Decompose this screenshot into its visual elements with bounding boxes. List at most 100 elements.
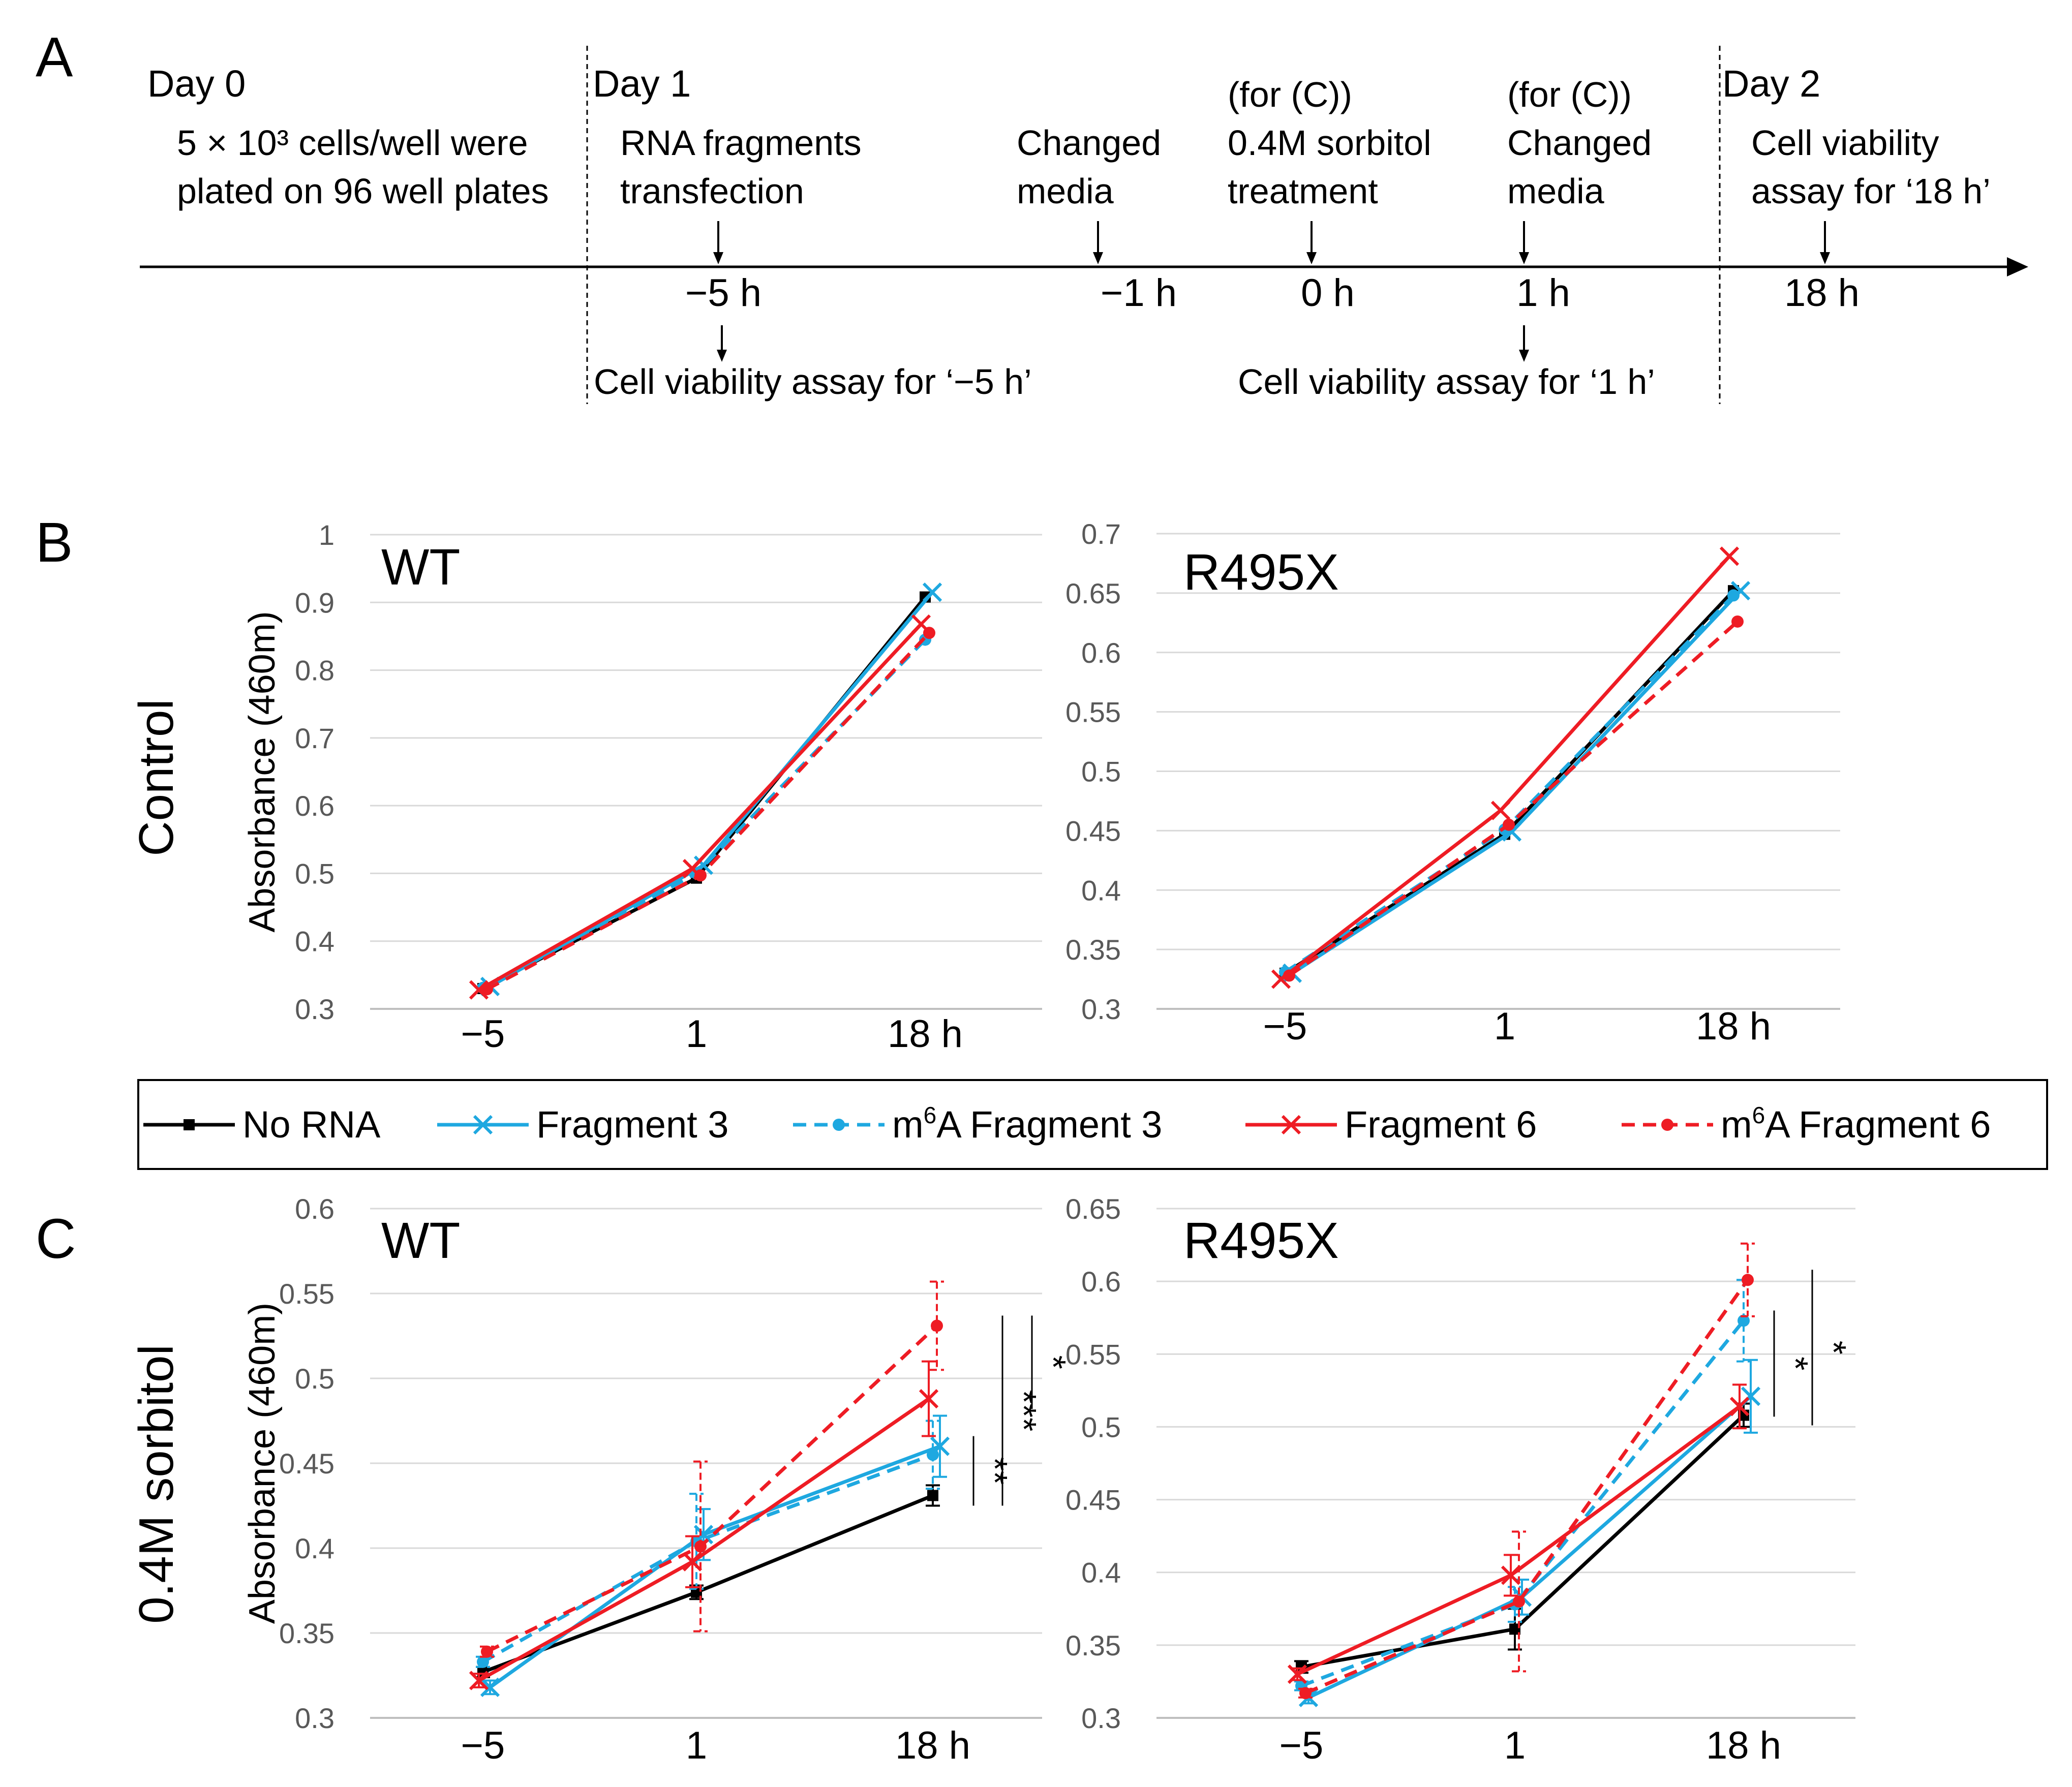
x-category-label: 18 h: [888, 1012, 963, 1056]
below-1-arrowhead: [1519, 350, 1529, 362]
legend: No RNA Fragment 3 m6A Fragment 3 Fragment 6…: [143, 1102, 1991, 1146]
event-2-arrowhead: [1306, 252, 1317, 264]
event-1-time: −1 h: [1101, 271, 1177, 315]
below-0-arrowhead: [717, 350, 727, 362]
x-category-label: −5: [461, 1012, 505, 1056]
event-0-time: −5 h: [685, 271, 761, 315]
y-tick-label: 0.55: [279, 1278, 334, 1310]
point-m6a_frag6: [923, 627, 935, 639]
y-tick-label: 0.55: [1065, 696, 1121, 728]
point-m6a_frag6: [1513, 1595, 1525, 1608]
event-0-line-0: RNA fragments: [620, 123, 862, 163]
point-m6a_frag6: [1742, 1274, 1754, 1286]
point-m6a_frag3: [477, 1655, 489, 1668]
point-m6a_frag6: [694, 869, 707, 882]
event-0-arrowhead: [713, 252, 723, 264]
x-category-label: 1: [686, 1012, 707, 1056]
y-tick-label: 0.6: [1081, 637, 1121, 669]
series-line-no_rna: [1284, 589, 1735, 975]
point-m6a_frag6: [1503, 818, 1515, 831]
series-line-frag3: [1291, 589, 1742, 975]
point-frag3: [480, 1677, 500, 1698]
row-label-control: Control: [129, 699, 184, 856]
event-4-arrowhead: [1820, 252, 1830, 264]
panel-a-label: A: [36, 26, 73, 88]
x-category-label: −5: [461, 1724, 505, 1767]
legend-no_rna-label: No RNA: [242, 1103, 381, 1146]
chart-title: WT: [381, 539, 460, 596]
legend-no_rna-marker: [184, 1119, 195, 1130]
y-tick-label: 0.5: [1081, 756, 1121, 788]
y-axis-label: Absorbance (460m): [242, 611, 283, 932]
legend-frag3-marker: [473, 1115, 493, 1135]
row-label-sorbitol: 0.4M sorbitol: [129, 1344, 184, 1624]
series-line-m6a_frag6: [1304, 1279, 1749, 1695]
event-3-line-0: (for (C)): [1507, 75, 1632, 114]
x-category-label: 1: [1494, 1005, 1515, 1048]
event-3-time: 1 h: [1516, 271, 1570, 315]
y-tick-label: 0.9: [295, 587, 334, 619]
point-m6a_frag6: [1299, 1687, 1312, 1700]
point-frag6: [919, 1389, 939, 1409]
event-4-time: 18 h: [1784, 271, 1860, 315]
y-tick-label: 0.35: [1065, 934, 1121, 966]
series-line-m6a_frag6: [486, 1324, 938, 1653]
plating-line1: 5 × 10³ cells/well were: [177, 123, 528, 163]
point-frag6: [682, 1552, 703, 1572]
chart-title: R495X: [1183, 544, 1339, 601]
significance-stars: *: [1776, 1357, 1815, 1370]
panel-b-label: B: [36, 511, 73, 574]
plating-line2: plated on 96 well plates: [177, 171, 549, 211]
point-frag6: [1490, 800, 1511, 820]
legend-m6a_frag3-label: m6A Fragment 3: [892, 1102, 1162, 1146]
y-tick-label: 0.45: [1065, 1484, 1121, 1516]
event-0-line-1: transfection: [620, 171, 804, 211]
errorbar-m6a_frag6: [930, 1280, 944, 1371]
x-category-label: −5: [1263, 1005, 1307, 1048]
point-no_rna: [1509, 1623, 1520, 1635]
event-3-line-2: media: [1507, 171, 1604, 211]
point-m6a_frag6: [694, 1540, 707, 1553]
chart-c-r495x: 0.3 0.35 0.4 0.45 0.5 0.55 0.6 0.65 −5 1 18 h R495X…: [1065, 1193, 1855, 1767]
y-tick-label: 0.5: [295, 857, 334, 889]
day0-label: Day 0: [147, 63, 246, 105]
y-tick-label: 0.35: [1065, 1629, 1121, 1661]
below-1-text: Cell viability assay for ‘1 h’: [1238, 362, 1655, 402]
chart-title: R495X: [1183, 1212, 1339, 1269]
point-frag6: [1287, 1664, 1307, 1684]
legend-m6a_frag6-label: m6A Fragment 6: [1721, 1102, 1991, 1146]
x-category-label: 1: [686, 1724, 707, 1767]
legend-frag6-label: Fragment 6: [1345, 1103, 1537, 1146]
point-frag6: [1729, 1397, 1750, 1416]
point-frag6: [469, 1671, 489, 1690]
legend-m6a_frag6-marker: [1661, 1119, 1673, 1131]
significance-stars: ***: [1004, 1390, 1044, 1432]
event-2-line-1: 0.4M sorbitol: [1228, 123, 1431, 163]
point-m6a_frag6: [1731, 615, 1744, 628]
y-tick-label: 0.4: [1081, 874, 1121, 906]
legend-frag3-label: Fragment 3: [536, 1103, 728, 1146]
chart-c-wt: 0.3 0.35 0.4 0.45 0.5 0.55 0.6 −5 1 18 h WT Absorba…: [242, 1193, 1073, 1767]
point-m6a_frag3: [1727, 589, 1740, 602]
y-tick-label: 0.7: [295, 722, 334, 754]
y-tick-label: 0.6: [295, 790, 334, 822]
y-tick-label: 1: [319, 519, 334, 551]
x-category-label: −5: [1279, 1724, 1324, 1767]
point-m6a_frag6: [481, 1645, 493, 1658]
x-category-label: 18 h: [895, 1724, 970, 1767]
event-1-line-0: Changed: [1017, 123, 1161, 163]
point-frag6: [1501, 1565, 1521, 1585]
y-tick-label: 0.7: [1081, 518, 1121, 550]
x-category-label: 18 h: [1706, 1724, 1781, 1767]
y-tick-label: 0.3: [1081, 1702, 1121, 1734]
y-tick-label: 0.3: [1081, 993, 1121, 1025]
significance-stars: *: [1814, 1341, 1853, 1354]
point-m6a_frag3: [927, 1449, 939, 1461]
y-tick-label: 0.6: [1081, 1266, 1121, 1298]
event-2-line-2: treatment: [1228, 171, 1378, 211]
y-tick-label: 0.8: [295, 655, 334, 687]
y-tick-label: 0.55: [1065, 1338, 1121, 1370]
y-tick-label: 0.35: [279, 1617, 334, 1649]
series-line-m6a_frag3: [1300, 1319, 1745, 1688]
y-tick-label: 0.5: [295, 1363, 334, 1395]
